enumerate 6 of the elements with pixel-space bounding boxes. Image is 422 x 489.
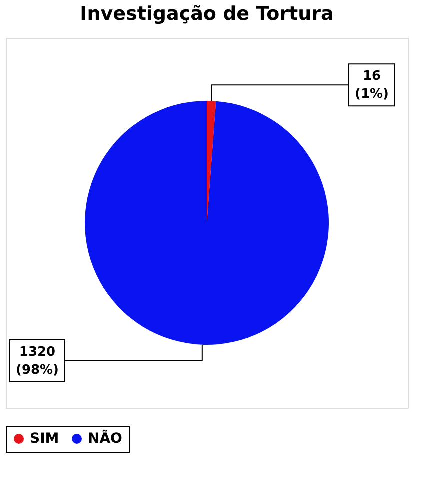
chart-title: Investigação de Tortura [80, 3, 334, 25]
legend-label: NÃO [88, 429, 123, 447]
data-label: 1320 (98%) [16, 344, 59, 378]
pie-slice [85, 101, 329, 345]
data-label: 16 (1%) [355, 69, 389, 102]
legend-label: SIM [30, 431, 60, 447]
